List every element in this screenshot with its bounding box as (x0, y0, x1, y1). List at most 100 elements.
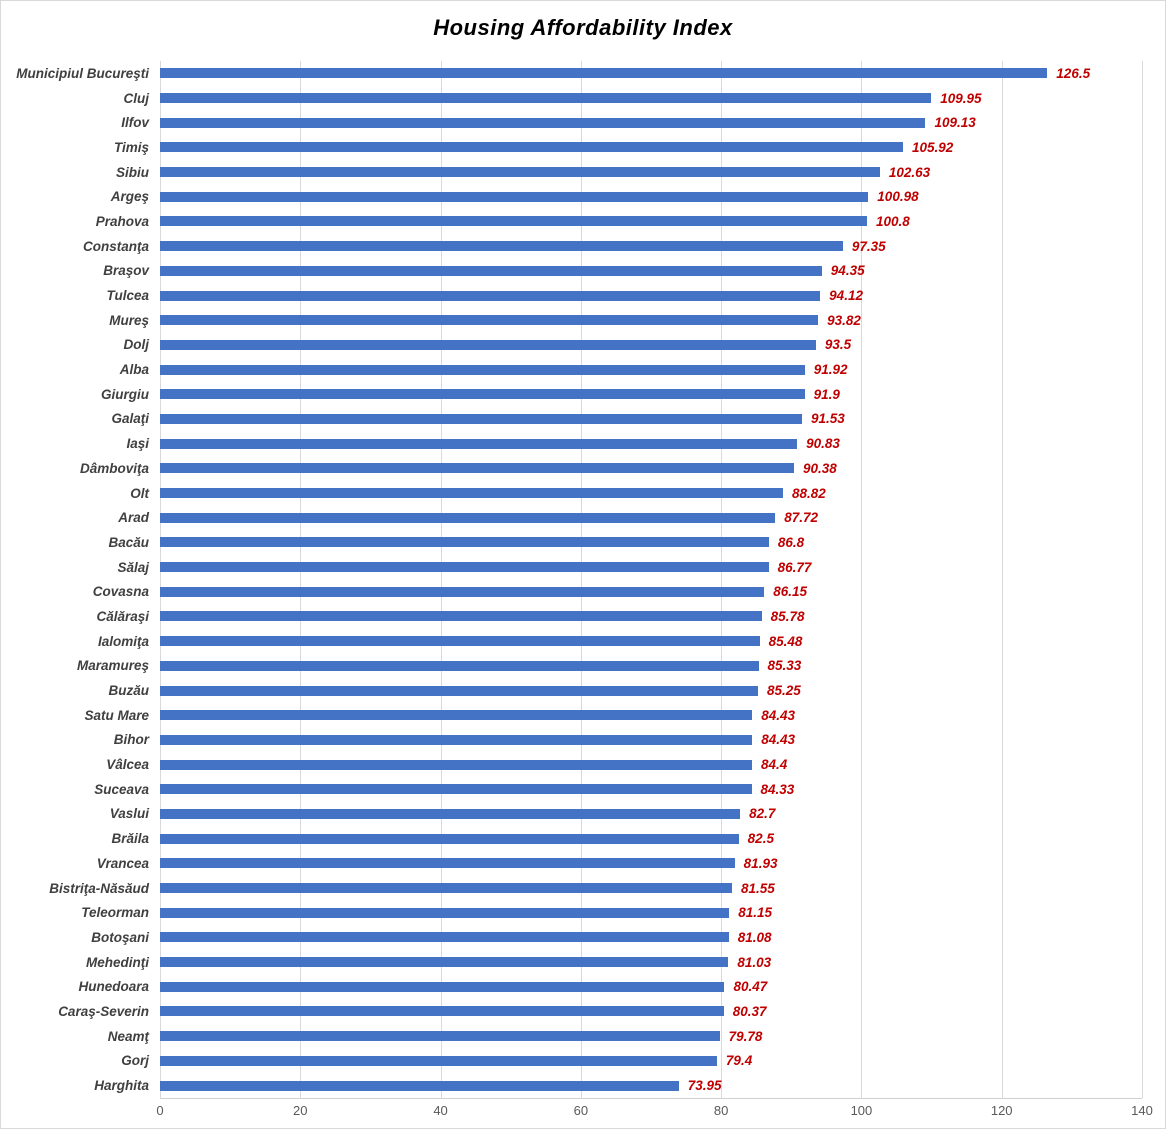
bar[interactable] (160, 167, 880, 178)
category-label: Tulcea (106, 288, 149, 304)
value-label: 85.25 (766, 683, 801, 699)
bar[interactable] (160, 216, 868, 227)
bar[interactable] (160, 907, 730, 918)
bar-row: Caraş-Severin 80.37 (1, 999, 1142, 1024)
bar[interactable] (160, 734, 753, 745)
bar[interactable] (160, 438, 798, 449)
bar[interactable] (160, 265, 822, 276)
bar[interactable] (160, 1006, 724, 1017)
bar-track: 81.55 (160, 876, 1142, 901)
bar-track: 91.53 (160, 407, 1142, 432)
bar[interactable] (160, 1080, 679, 1091)
bar[interactable] (160, 315, 819, 326)
bar-row: Sălaj 86.77 (1, 555, 1142, 580)
bar[interactable] (160, 142, 903, 153)
value-label: 109.13 (934, 115, 976, 131)
value-label: 84.43 (761, 732, 795, 748)
bar[interactable] (160, 759, 752, 770)
bar[interactable] (160, 93, 932, 104)
bar[interactable] (160, 290, 821, 301)
gridline (300, 61, 302, 1098)
bar-row: Vaslui 82.7 (1, 802, 1142, 827)
category-label: Ilfov (121, 115, 149, 131)
bar[interactable] (160, 562, 769, 573)
value-label: 109.95 (940, 90, 982, 106)
bar-row: Hunedoara 80.47 (1, 974, 1142, 999)
value-label: 80.47 (733, 979, 768, 995)
bar-row: Mehedinţi 81.03 (1, 950, 1142, 975)
bar[interactable] (160, 364, 805, 375)
bar-track: 109.13 (160, 110, 1142, 135)
bar-row: Covasna 86.15 (1, 579, 1142, 604)
bar[interactable] (160, 858, 735, 869)
bar[interactable] (160, 586, 765, 597)
value-label: 81.93 (743, 855, 778, 871)
bar[interactable] (160, 932, 729, 943)
bar[interactable] (160, 463, 794, 474)
bar[interactable] (160, 660, 759, 671)
bar[interactable] (160, 512, 776, 523)
bar-track: 93.82 (160, 308, 1142, 333)
bar[interactable] (160, 636, 760, 647)
bar-row: Mureş 93.82 (1, 308, 1142, 333)
bar[interactable] (160, 833, 739, 844)
category-label: Brăila (111, 831, 149, 847)
bar-row: Argeş 100.98 (1, 184, 1142, 209)
bar[interactable] (160, 68, 1048, 79)
x-tick-label: 100 (850, 1103, 873, 1118)
value-label: 94.35 (830, 263, 865, 279)
bar[interactable] (160, 808, 741, 819)
bar[interactable] (160, 389, 805, 400)
x-tick-label: 0 (156, 1103, 164, 1118)
bar[interactable] (160, 710, 753, 721)
bar[interactable] (160, 488, 783, 499)
category-label: Neamţ (107, 1028, 149, 1044)
value-label: 100.98 (877, 189, 919, 205)
x-tick-label: 80 (713, 1103, 729, 1118)
x-tick-label: 20 (293, 1103, 308, 1118)
value-label: 91.9 (813, 386, 840, 402)
bar[interactable] (160, 611, 762, 622)
bar[interactable] (160, 1055, 717, 1066)
bar[interactable] (160, 685, 758, 696)
bar-track: 79.4 (160, 1049, 1142, 1074)
bar[interactable] (160, 784, 752, 795)
bar[interactable] (160, 1031, 720, 1042)
category-label: Giurgiu (101, 386, 149, 402)
bar-track: 82.5 (160, 826, 1142, 851)
bar-track: 81.08 (160, 925, 1142, 950)
bar-row: Călăraşi 85.78 (1, 604, 1142, 629)
bar[interactable] (160, 413, 803, 424)
value-label: 80.37 (732, 1003, 767, 1019)
category-label: Timiş (113, 139, 149, 155)
value-label: 90.83 (806, 436, 840, 452)
value-label: 88.82 (792, 485, 826, 501)
bar-track: 73.95 (160, 1073, 1142, 1098)
category-label: Hunedoara (78, 979, 149, 995)
bar[interactable] (160, 883, 732, 894)
bar[interactable] (160, 981, 725, 992)
bar[interactable] (160, 241, 843, 252)
bar-track: 80.37 (160, 999, 1142, 1024)
bar[interactable] (160, 537, 769, 548)
bar-track: 90.83 (160, 431, 1142, 456)
bar-track: 100.98 (160, 184, 1142, 209)
bar[interactable] (160, 957, 729, 968)
value-label: 82.7 (749, 806, 776, 822)
bar-row: Ialomiţa 85.48 (1, 629, 1142, 654)
bar[interactable] (160, 339, 816, 350)
category-label: Braşov (103, 263, 149, 279)
bar-row: Constanţa 97.35 (1, 234, 1142, 259)
bar-row: Timiş 105.92 (1, 135, 1142, 160)
bar[interactable] (160, 117, 926, 128)
value-label: 93.82 (827, 312, 861, 328)
bar-track: 84.43 (160, 728, 1142, 753)
bar[interactable] (160, 191, 869, 202)
bar-track: 88.82 (160, 481, 1142, 506)
category-label: Gorj (121, 1053, 149, 1069)
category-label: Harghita (94, 1078, 149, 1094)
value-label: 94.12 (829, 288, 863, 304)
value-label: 73.95 (687, 1078, 722, 1094)
value-label: 102.63 (888, 164, 931, 180)
bar-row: Giurgiu 91.9 (1, 382, 1142, 407)
